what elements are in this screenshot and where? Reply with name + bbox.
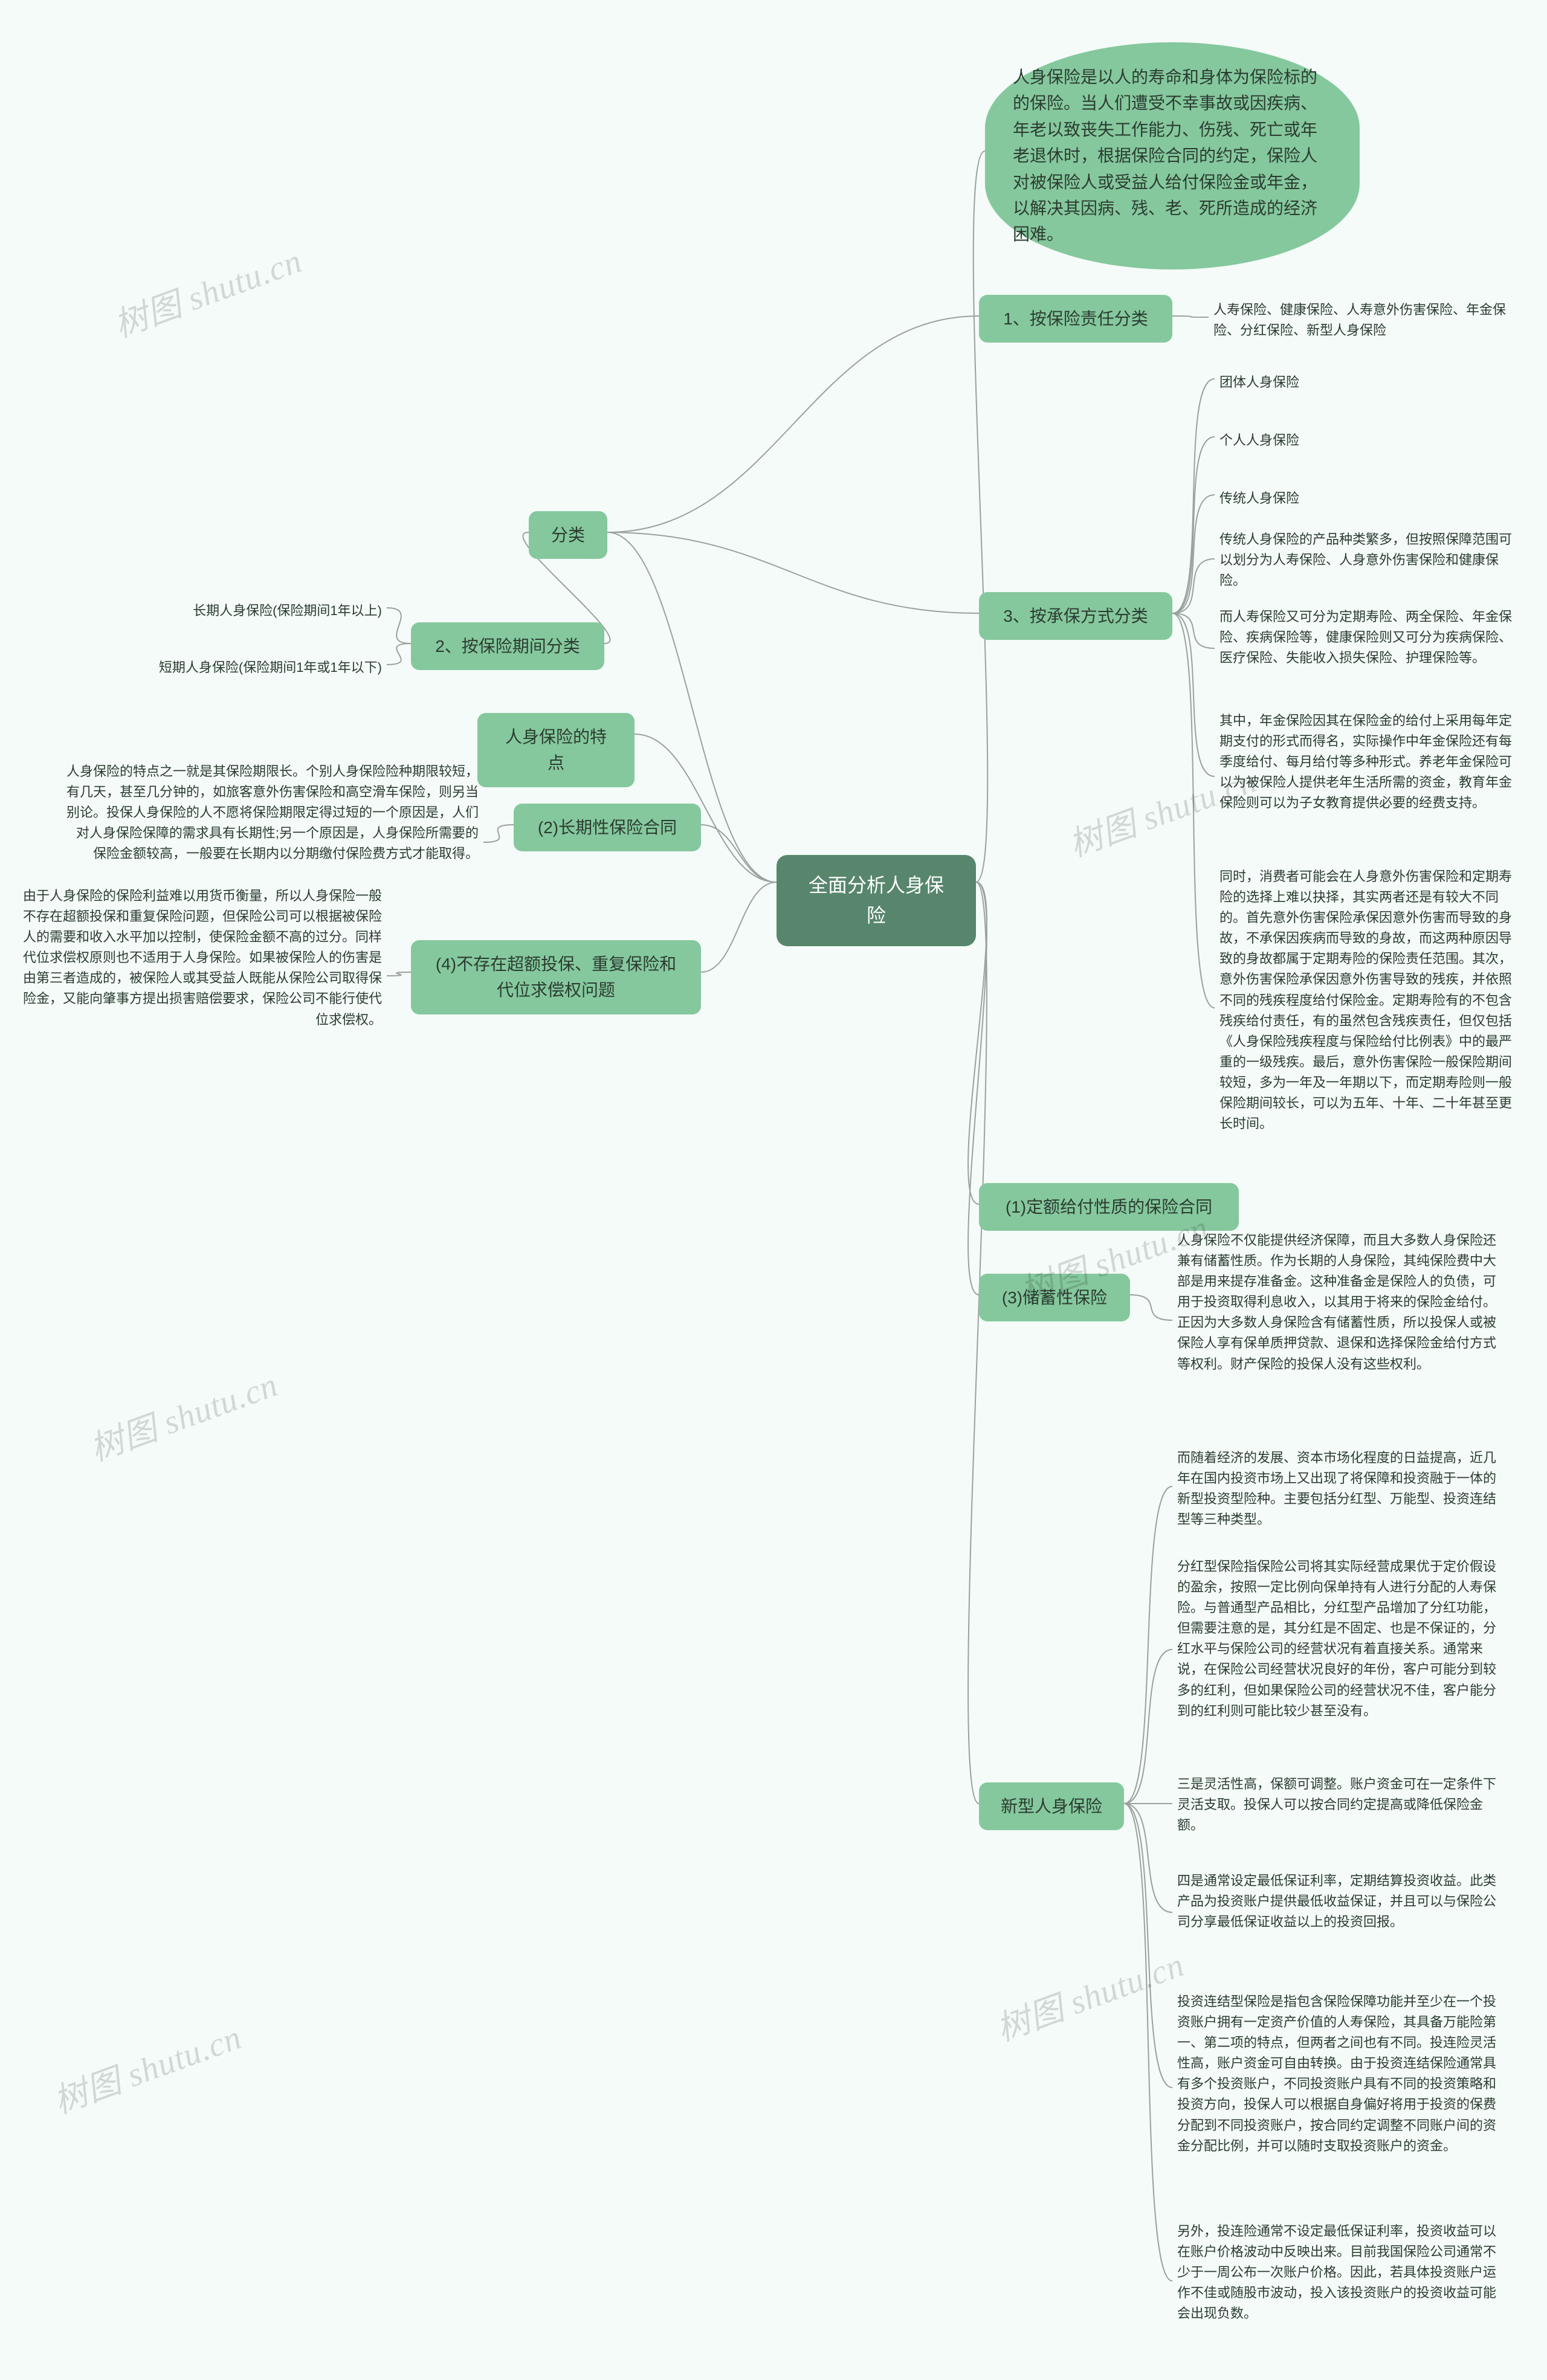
node-c1: (1)定额给付性质的保险合同 [979, 1183, 1239, 1231]
node-b1l: 人寿保险、健康保险、人寿意外伤害保险、年金保险、分红保险、新型人身保险 [1209, 296, 1517, 344]
edge-b3-b3l3 [1172, 495, 1215, 613]
edge-xin-xl5 [1124, 1804, 1172, 2088]
node-xl1: 而随着经济的发展、资本市场化程度的日益提高，近几年在国内投资市场上又出现了将保障… [1172, 1444, 1511, 1533]
node-c4l: 由于人身保险的保险利益难以用货币衡量，所以人身保险一般不存在超额投保和重复保险问… [12, 882, 387, 1069]
node-b3l2: 个人人身保险 [1215, 427, 1396, 454]
edge-xin-xl4 [1124, 1804, 1172, 1912]
edge-fenlei-b1 [607, 316, 979, 532]
edge-root-xin [968, 882, 987, 1804]
node-b3l6: 其中，年金保险因其在保险金的给付上采用每年定期支付的形式而得名，实际操作中年金保… [1215, 707, 1523, 846]
edge-root-c2 [701, 825, 777, 882]
edge-fenlei-b3 [607, 532, 979, 613]
node-root: 全面分析人身保险 [777, 855, 976, 946]
watermark: 树图 shutu.cn [989, 1938, 1190, 2051]
node-c2: (2)长期性保险合同 [514, 804, 701, 851]
edge-b1-b1l [1172, 316, 1209, 317]
node-xl5: 投资连结型保险是指包含保险保障功能并至少在一个投资账户拥有一定资产价值的人寿保险… [1172, 1988, 1511, 2187]
node-xl2: 分红型保险指保险公司将其实际经营成果优于定价假设的盈余，按照一定比例向保单持有人… [1172, 1553, 1511, 1746]
node-xl4: 四是通常设定最低保证利率，定期结算投资收益。此类产品为投资账户提供最低收益保证，… [1172, 1867, 1511, 1958]
node-c3: (3)储蓄性保险 [979, 1274, 1130, 1321]
edge-b3-b3l4 [1172, 559, 1215, 613]
edge-b3-b3l7 [1172, 613, 1215, 1008]
edge-c3-c3l [1130, 1295, 1172, 1320]
watermark: 树图 shutu.cn [82, 1358, 283, 1471]
node-xl3: 三是灵活性高，保额可调整。账户资金可在一定条件下灵活支取。投保人可以按合同约定提… [1172, 1770, 1511, 1839]
node-b2l1: 长期人身保险(保险期间1年以上) [145, 597, 387, 625]
watermark: 树图 shutu.cn [46, 2010, 247, 2123]
node-b2l2: 短期人身保险(保险期间1年或1年以下) [109, 654, 387, 682]
watermark: 树图 shutu.cn [106, 234, 308, 347]
node-c3l: 人身保险不仅能提供经济保障，而且大多数人身保险还兼有储蓄性质。作为长期的人身保险… [1172, 1227, 1511, 1414]
node-b3l7: 同时，消费者可能会在人身意外伤害保险和定期寿险的选择上难以抉择，其实两者还是有较… [1215, 863, 1523, 1153]
node-b3l1: 团体人身保险 [1215, 369, 1396, 396]
node-b3l5: 而人寿保险又可分为定期寿险、两全保险、年金保险、疾病保险等，健康保险则又可分为疾… [1215, 603, 1523, 694]
node-b1: 1、按保险责任分类 [979, 295, 1172, 343]
node-fenlei: 分类 [529, 511, 607, 559]
node-xl6: 另外，投连险通常不设定最低保证利率，投资收益可以在账户价格波动中反映出来。目前我… [1172, 2217, 1511, 2344]
node-xin: 新型人身保险 [979, 1782, 1124, 1830]
edge-b2-b2l2 [387, 643, 411, 665]
edge-b2-b2l1 [387, 608, 411, 643]
node-intro: 人身保险是以人的寿命和身体为保险标的的保险。当人们遭受不幸事故或因疾病、年老以致… [985, 42, 1360, 269]
node-b3: 3、按承保方式分类 [979, 592, 1172, 640]
edge-root-c4 [701, 882, 777, 972]
edge-xin-xl1 [1124, 1486, 1172, 1804]
edge-c4-c4l [387, 972, 411, 976]
edge-xin-xl2 [1124, 1650, 1172, 1804]
edge-c2-c2l [483, 825, 514, 842]
edge-b3-b3l1 [1172, 379, 1215, 613]
edge-b3-b3l2 [1172, 437, 1215, 613]
node-c4: (4)不存在超额投保、重复保险和代位求偿权问题 [411, 940, 701, 1014]
edge-b3-b3l6 [1172, 613, 1215, 776]
node-b3l4: 传统人身保险的产品种类繁多，但按照保障范围可以划分为人寿保险、人身意外伤害保险和… [1215, 526, 1523, 595]
node-b3l3: 传统人身保险 [1215, 485, 1396, 512]
edge-xin-xl6 [1124, 1804, 1172, 2281]
edge-root-intro [974, 151, 988, 882]
node-tedian: 人身保险的特点 [477, 713, 635, 787]
node-b2: 2、按保险期间分类 [411, 622, 604, 670]
edge-b3-b3l5 [1172, 613, 1215, 648]
